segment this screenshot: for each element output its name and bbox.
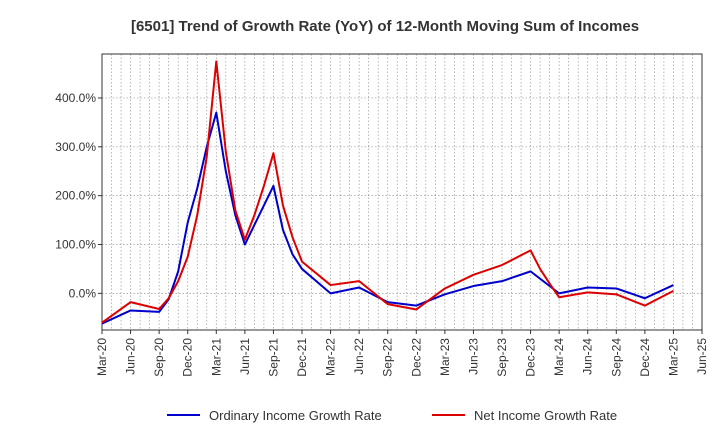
- x-tick-label: Dec-22: [409, 338, 423, 377]
- chart-title: [6501] Trend of Growth Rate (YoY) of 12-…: [131, 18, 639, 35]
- series-line-2: [101, 60, 674, 324]
- x-tick-label: Mar-23: [438, 338, 452, 376]
- x-tick-label: Jun-20: [124, 338, 138, 375]
- x-tick-label: Dec-20: [181, 338, 195, 377]
- x-tick-label: Mar-21: [209, 338, 223, 376]
- y-tick-label: 400.0%: [55, 91, 96, 105]
- y-axis-ticks: 0.0% 100.0% 200.0% 300.0% 400.0%: [55, 91, 102, 300]
- series-line-1: [101, 111, 674, 325]
- x-tick-label: Sep-21: [266, 338, 280, 377]
- x-tick-label: Sep-24: [609, 338, 623, 377]
- x-tick-label: Mar-25: [666, 338, 680, 376]
- x-tick-label: Mar-22: [324, 338, 338, 376]
- x-tick-label: Sep-20: [152, 338, 166, 377]
- x-tick-label: Sep-22: [381, 338, 395, 377]
- y-tick-label: 300.0%: [55, 140, 96, 154]
- legend: Ordinary Income Growth Rate Net Income Gr…: [167, 408, 617, 423]
- x-tick-label: Jun-25: [695, 338, 709, 375]
- x-tick-label: Jun-24: [581, 338, 595, 375]
- x-tick-label: Mar-24: [552, 338, 566, 376]
- y-tick-label: 100.0%: [55, 238, 96, 252]
- grid: [102, 54, 702, 330]
- x-tick-label: Jun-23: [466, 338, 480, 375]
- x-tick-label: Dec-21: [295, 338, 309, 377]
- x-tick-label: Dec-23: [524, 338, 538, 377]
- legend-label-1: Ordinary Income Growth Rate: [209, 408, 382, 423]
- y-tick-label: 200.0%: [55, 189, 96, 203]
- plot-area: [101, 53, 703, 331]
- y-tick-label: 0.0%: [69, 286, 97, 300]
- x-tick-label: Jun-21: [238, 338, 252, 375]
- x-tick-label: Dec-24: [638, 338, 652, 377]
- x-tick-label: Sep-23: [495, 338, 509, 377]
- x-axis-ticks: Mar-20 Jun-20 Sep-20 Dec-20 Mar-21 Jun-21 Sep-…: [95, 330, 709, 377]
- x-tick-label: Mar-20: [95, 338, 109, 376]
- x-tick-label: Jun-22: [352, 338, 366, 375]
- series-lines: [101, 60, 674, 325]
- legend-label-2: Net Income Growth Rate: [474, 408, 617, 423]
